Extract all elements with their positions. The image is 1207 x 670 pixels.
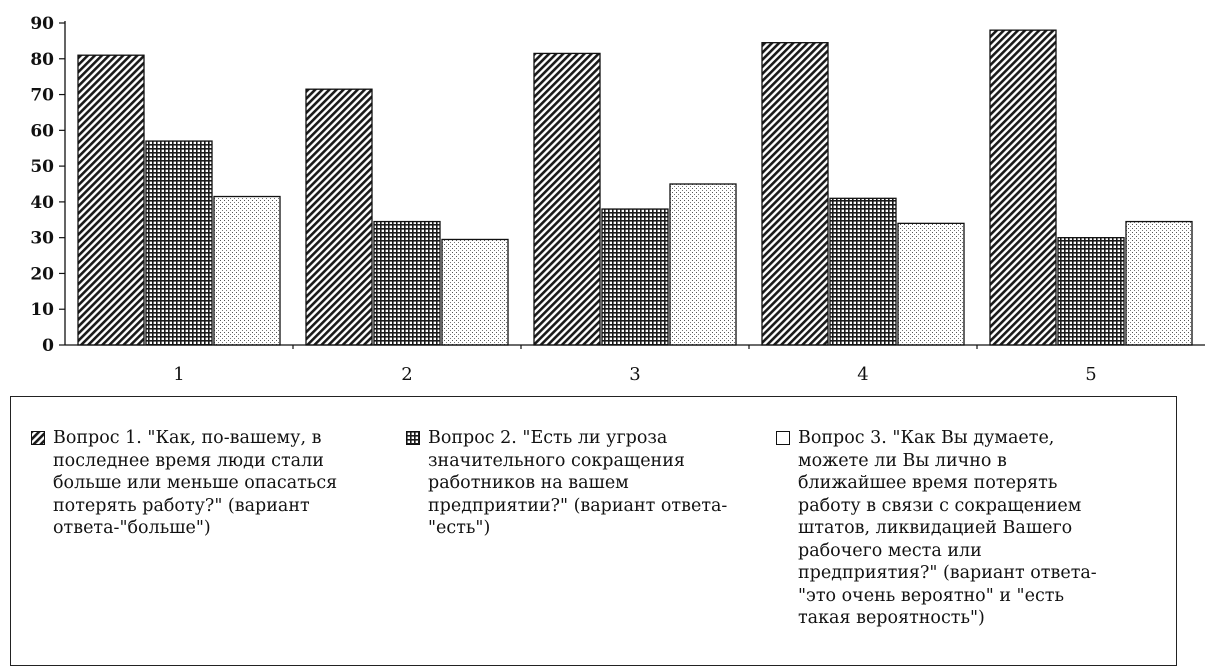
y-tick-label: 30 <box>30 229 54 249</box>
y-tick-label: 40 <box>30 193 54 213</box>
bar-cat-5-series-1 <box>990 30 1056 345</box>
bar-chart: 0 10 20 30 40 50 60 70 80 90 1 2 3 4 5 <box>0 0 1207 392</box>
bar-cat-3-series-3 <box>670 184 736 345</box>
y-tick-label: 10 <box>30 300 54 320</box>
bar-cat-5-series-3 <box>1126 222 1192 345</box>
y-tick-label: 90 <box>30 14 54 34</box>
bar-cat-4-series-2 <box>830 198 896 345</box>
bars <box>78 30 1192 345</box>
legend-item-question-2: Вопрос 2. "Есть ли угроза значительного … <box>406 427 766 540</box>
x-category-label: 1 <box>173 364 184 385</box>
bar-cat-3-series-1 <box>534 53 600 345</box>
x-category-label: 4 <box>857 364 868 385</box>
legend-text-question-1: Вопрос 1. "Как, по-вашему, в последнее в… <box>31 427 391 540</box>
y-tick-label: 20 <box>30 264 54 284</box>
bar-cat-5-series-2 <box>1058 238 1124 345</box>
legend-item-question-1: Вопрос 1. "Как, по-вашему, в последнее в… <box>31 427 391 540</box>
bar-cat-2-series-1 <box>306 89 372 345</box>
diagonal-hatch-swatch-icon <box>31 431 45 445</box>
x-category-label: 5 <box>1085 364 1096 385</box>
grid-hatch-swatch-icon <box>406 431 420 445</box>
x-axis: 1 2 3 4 5 <box>65 345 1205 385</box>
bar-cat-1-series-1 <box>78 55 144 345</box>
y-tick-label: 60 <box>30 121 54 141</box>
bar-cat-2-series-3 <box>442 239 508 345</box>
bar-cat-1-series-2 <box>146 141 212 345</box>
y-tick-label: 50 <box>30 157 54 177</box>
bar-cat-4-series-1 <box>762 43 828 345</box>
x-category-label: 3 <box>629 364 640 385</box>
y-tick-label: 70 <box>30 86 54 106</box>
empty-square-swatch-icon <box>776 431 790 445</box>
y-tick-label: 80 <box>30 50 54 70</box>
legend-item-question-3: Вопрос 3. "Как Вы думаете, можете ли Вы … <box>776 427 1171 630</box>
legend-text-question-2: Вопрос 2. "Есть ли угроза значительного … <box>406 427 766 540</box>
bar-cat-2-series-2 <box>374 222 440 345</box>
bar-cat-3-series-2 <box>602 209 668 345</box>
legend: Вопрос 1. "Как, по-вашему, в последнее в… <box>10 396 1177 666</box>
bar-cat-4-series-3 <box>898 223 964 345</box>
bar-cat-1-series-3 <box>214 197 280 345</box>
y-tick-label: 0 <box>42 336 54 356</box>
x-category-label: 2 <box>401 364 412 385</box>
y-axis: 0 10 20 30 40 50 60 70 80 90 <box>30 14 65 356</box>
legend-text-question-3: Вопрос 3. "Как Вы думаете, можете ли Вы … <box>776 427 1171 630</box>
